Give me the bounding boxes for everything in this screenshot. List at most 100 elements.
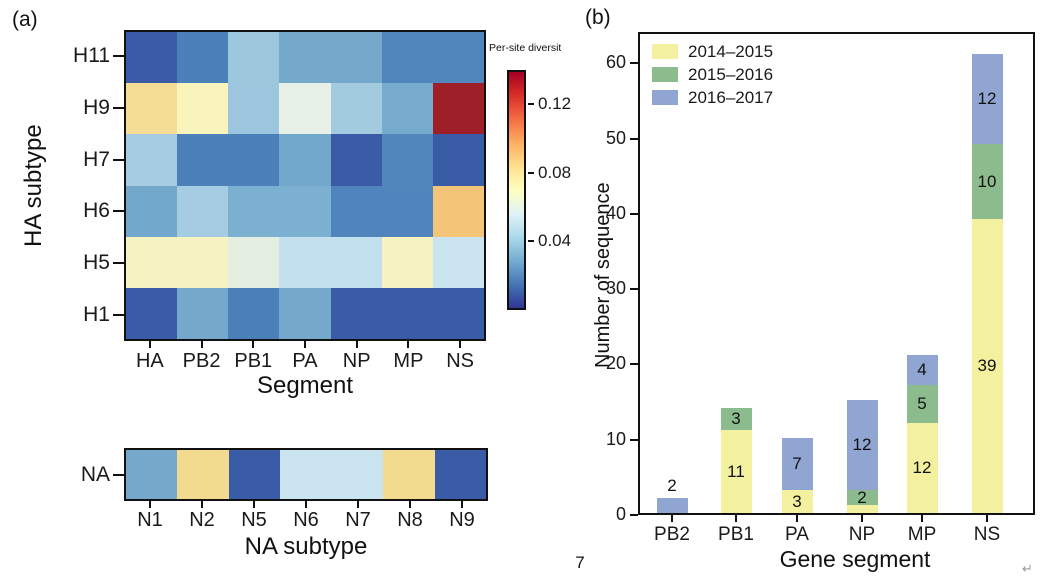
ha-col-tick xyxy=(355,341,358,348)
heatmap-cell-H7-NP xyxy=(330,134,382,186)
heatmap-cell-H7-PA xyxy=(279,134,331,186)
heatmap-cell-H5-NP xyxy=(330,236,382,288)
b-x-tick xyxy=(671,515,673,522)
b-y-tick-label: 20 xyxy=(605,353,626,374)
heatmap-cell-H5-MP xyxy=(381,236,433,288)
ha-row-tick xyxy=(113,262,124,265)
heatmap-cell-H9-NS xyxy=(432,83,484,135)
colorbar-tick-label: 0.04 xyxy=(538,231,572,251)
heatmap-cell-H6-NP xyxy=(330,185,382,237)
bar-value-label-PB2-2016–2017: 2 xyxy=(667,475,677,495)
bar-value-label-PB1-2014–2015: 11 xyxy=(727,461,745,481)
na-row-label-NA: NA xyxy=(80,462,110,486)
heatmap-cell-H1-HA xyxy=(126,287,178,339)
na-col-tick xyxy=(461,501,463,508)
bar-value-label-NS-2014–2015: 39 xyxy=(977,356,997,376)
bar-value-label-MP-2016–2017: 4 xyxy=(917,359,927,379)
legend-swatch-2016–2017 xyxy=(652,90,678,105)
colorbar-tick xyxy=(528,171,534,174)
heatmap-cell-H5-HA xyxy=(126,236,178,288)
ha-col-label-PB1: PB1 xyxy=(234,350,273,372)
b-y-tick-label: 0 xyxy=(615,504,626,524)
ha-col-tick xyxy=(407,341,410,348)
heatmap-cell-H7-PB2 xyxy=(177,134,229,186)
heatmap-cell-H6-NS xyxy=(432,185,484,237)
b-y-tick-label: 30 xyxy=(605,278,626,299)
ha-row-tick xyxy=(113,106,124,109)
na-x-axis-title: NA subtype xyxy=(244,533,368,560)
heatmap-cell-H11-NS xyxy=(432,32,484,84)
b-x-tick-label-PB1: PB1 xyxy=(718,524,754,545)
b-y-tick-label: 60 xyxy=(605,52,626,73)
heatmap-cell-H5-PB1 xyxy=(228,236,280,288)
b-x-tick-label-NS: NS xyxy=(973,524,1001,545)
heatmap-cell-H9-PB2 xyxy=(177,83,229,135)
b-x-tick xyxy=(861,515,863,522)
bar-segment-2014–2015-MP xyxy=(906,422,938,513)
ha-col-tick xyxy=(148,341,151,348)
ha-col-label-HA: HA xyxy=(135,350,164,372)
na-col-label-N1: N1 xyxy=(137,509,163,531)
ha-heatmap xyxy=(124,30,486,341)
heatmap-cell-H7-NS xyxy=(432,134,484,186)
ha-col-label-PB2: PB2 xyxy=(182,350,221,372)
legend-swatch-2015–2016 xyxy=(652,67,678,82)
legend-swatch-2014–2015 xyxy=(652,44,678,59)
bar-value-label-NP-2015–2016: 2 xyxy=(857,487,867,507)
heatmap-cell-NA-N9 xyxy=(434,450,486,499)
heatmap-cell-H7-PB1 xyxy=(228,134,280,186)
heatmap-cell-NA-N5 xyxy=(228,450,281,499)
heatmap-cell-NA-N7 xyxy=(331,450,384,499)
colorbar-title: Per-site diversit xyxy=(489,42,561,54)
page-number: 7 xyxy=(575,553,585,572)
legend-label-2015–2016: 2015–2016 xyxy=(688,65,774,84)
na-col-tick xyxy=(357,501,359,508)
b-x-tick xyxy=(796,515,798,522)
bar-value-label-PA-2016–2017: 7 xyxy=(792,454,802,474)
colorbar-tick xyxy=(528,103,534,106)
bar-segment-2014–2015-NS xyxy=(971,219,1003,513)
na-col-label-N8: N8 xyxy=(397,509,423,531)
b-y-tick xyxy=(630,62,638,65)
bar-segment-2016–2017-PA xyxy=(781,437,813,491)
heatmap-cell-H1-NP xyxy=(330,287,382,339)
na-heatmap xyxy=(124,448,488,501)
b-y-tick xyxy=(630,288,638,291)
heatmap-cell-H1-PB1 xyxy=(228,287,280,339)
b-y-tick-label: 50 xyxy=(605,127,626,148)
bar-x-axis-title: Gene segment xyxy=(779,546,931,572)
b-x-tick xyxy=(986,515,988,522)
heatmap-cell-H5-PB2 xyxy=(177,236,229,288)
heatmap-cell-NA-N1 xyxy=(126,450,178,499)
b-y-tick xyxy=(630,137,638,140)
heatmap-cell-H7-MP xyxy=(381,134,433,186)
b-x-tick-label-PB2: PB2 xyxy=(654,524,690,545)
bar-segment-2014–2015-PA xyxy=(781,490,813,513)
bar-segment-2015–2016-NP xyxy=(846,490,878,506)
colorbar xyxy=(507,70,526,310)
na-col-tick xyxy=(149,501,151,508)
ha-col-tick xyxy=(459,341,462,348)
heatmap-cell-H5-NS xyxy=(432,236,484,288)
heatmap-cell-NA-N6 xyxy=(280,450,332,499)
na-col-tick xyxy=(253,501,255,508)
heatmap-cell-H6-HA xyxy=(126,185,178,237)
bar-segment-2016–2017-MP xyxy=(906,354,938,385)
bar-chart-plot-area xyxy=(638,32,1035,515)
heatmap-cell-H1-PB2 xyxy=(177,287,229,339)
b-y-tick-label: 10 xyxy=(605,428,626,449)
na-col-tick xyxy=(201,501,203,508)
ha-row-label-H11: H11 xyxy=(73,43,110,67)
b-x-tick-label-MP: MP xyxy=(907,524,937,545)
panel-b-label: (b) xyxy=(585,6,611,29)
paragraph-return-icon: ↵ xyxy=(1022,561,1033,576)
ha-row-label-H1: H1 xyxy=(83,303,110,327)
bar-value-label-PA-2014–2015: 3 xyxy=(792,491,802,511)
bar-segment-2014–2015-NP xyxy=(846,505,878,513)
b-x-tick xyxy=(921,515,923,522)
heatmap-cell-H11-MP xyxy=(381,32,433,84)
heatmap-cell-H11-PB2 xyxy=(177,32,229,84)
b-y-tick xyxy=(630,514,638,516)
ha-col-tick xyxy=(252,341,255,348)
colorbar-tick xyxy=(528,240,534,243)
